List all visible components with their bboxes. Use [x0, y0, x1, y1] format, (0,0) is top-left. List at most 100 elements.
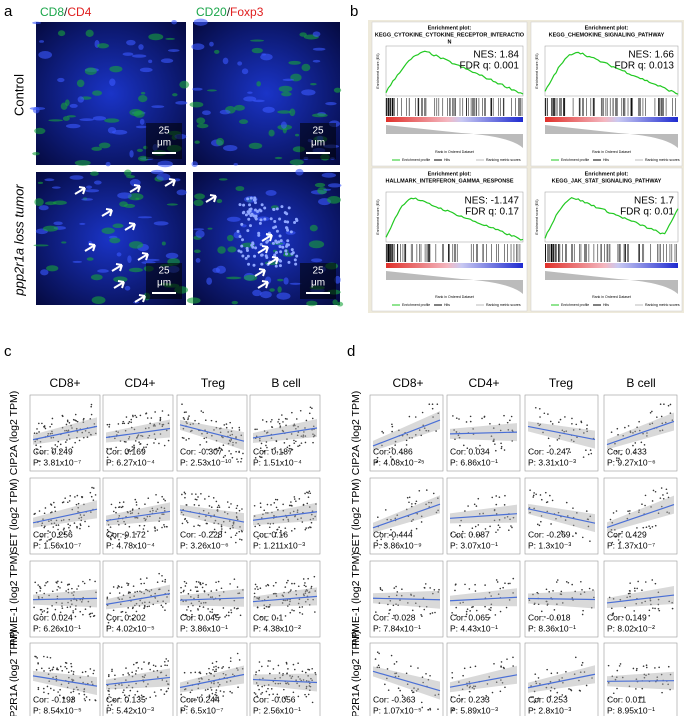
tissue-texture [217, 246, 226, 254]
sample-point [191, 689, 193, 691]
sample-point [41, 522, 44, 525]
sample-point [280, 529, 282, 532]
sample-point [153, 526, 156, 528]
sample-point [139, 414, 142, 417]
sample-point [497, 593, 500, 595]
sample-point [223, 691, 225, 693]
sample-point [461, 536, 464, 539]
sample-point [425, 503, 427, 506]
sample-point [571, 583, 573, 586]
sample-point [228, 450, 230, 452]
sample-point [532, 696, 534, 698]
sample-point [381, 589, 384, 592]
sample-point [397, 687, 400, 689]
sample-point [296, 682, 298, 685]
cell-cluster [284, 249, 288, 253]
tissue-texture [268, 129, 275, 137]
tissue-texture [135, 197, 140, 200]
sample-point [473, 503, 476, 506]
sample-point [212, 497, 215, 499]
tissue-texture [77, 96, 85, 103]
sample-point [408, 496, 411, 499]
tissue-texture [112, 223, 124, 228]
sample-point [202, 411, 204, 414]
sample-point [410, 505, 413, 508]
sample-point [111, 668, 113, 671]
sample-point [641, 589, 643, 592]
sample-point [165, 680, 168, 683]
regression-line [105, 676, 171, 686]
tissue-texture [129, 150, 134, 158]
sample-point [396, 591, 399, 593]
sample-point [66, 439, 68, 441]
sample-point [197, 581, 200, 583]
gsea-heading: Enrichment plot: [585, 25, 629, 31]
sample-point [127, 672, 129, 674]
sample-point [508, 529, 510, 532]
sample-point [121, 684, 123, 686]
sample-point [86, 436, 89, 438]
sample-point [196, 696, 199, 699]
p-label: P: 1.211x10⁻³ [253, 540, 305, 550]
sample-point [425, 429, 428, 432]
regression-line [252, 511, 318, 521]
sample-point [236, 504, 239, 507]
sample-point [284, 527, 287, 529]
sample-point [614, 535, 617, 538]
tissue-texture [191, 161, 198, 167]
cell-cluster [251, 242, 255, 246]
sample-point [213, 666, 215, 668]
sample-point [214, 698, 216, 700]
sample-point [388, 534, 391, 536]
tissue-texture [301, 89, 316, 96]
column-header: B cell [626, 376, 655, 390]
sample-point [205, 436, 208, 439]
sample-point [394, 517, 397, 520]
sample-point [560, 530, 563, 533]
sample-point [222, 436, 224, 439]
sample-point [215, 447, 218, 450]
sample-point [254, 588, 256, 590]
sample-point [279, 682, 282, 685]
sample-point [217, 666, 220, 669]
sample-point [272, 593, 275, 595]
sample-point [185, 582, 188, 585]
sample-point [283, 688, 285, 691]
sample-point [211, 692, 214, 695]
p-label: P: 3.81x10⁻⁷ [33, 457, 81, 467]
sample-point [75, 503, 78, 506]
sample-point [164, 578, 167, 581]
tissue-texture [281, 91, 292, 97]
sample-point [461, 688, 464, 691]
sample-point [558, 421, 560, 424]
sample-point [425, 605, 428, 608]
sample-point [294, 515, 296, 518]
x-axis-label: Rank in Ordered Dataset [592, 150, 631, 154]
sample-point [163, 526, 166, 528]
sample-point [125, 416, 128, 418]
sample-point [222, 591, 225, 593]
sample-point [644, 504, 646, 507]
tissue-texture [243, 274, 258, 281]
sample-point [76, 526, 78, 529]
sample-point [122, 533, 124, 536]
sample-point [289, 675, 291, 677]
gsea-title: HALLMARK_INTERFERON_GAMMA_RESPONSE [385, 178, 513, 184]
sample-point [138, 507, 140, 510]
sample-point [509, 582, 511, 585]
sample-point [291, 582, 293, 585]
sample-point [142, 680, 145, 683]
sample-point [191, 613, 193, 616]
sample-point [497, 529, 499, 531]
sample-point [509, 419, 511, 422]
sample-point [256, 428, 258, 431]
sample-point [93, 614, 96, 617]
y-axis-label: Enrichment score (ES) [376, 53, 380, 88]
sample-point [388, 612, 390, 615]
sample-point [138, 695, 140, 698]
tissue-texture [193, 199, 204, 207]
sample-point [165, 602, 167, 605]
sample-point [528, 599, 531, 601]
sample-point [40, 538, 42, 541]
